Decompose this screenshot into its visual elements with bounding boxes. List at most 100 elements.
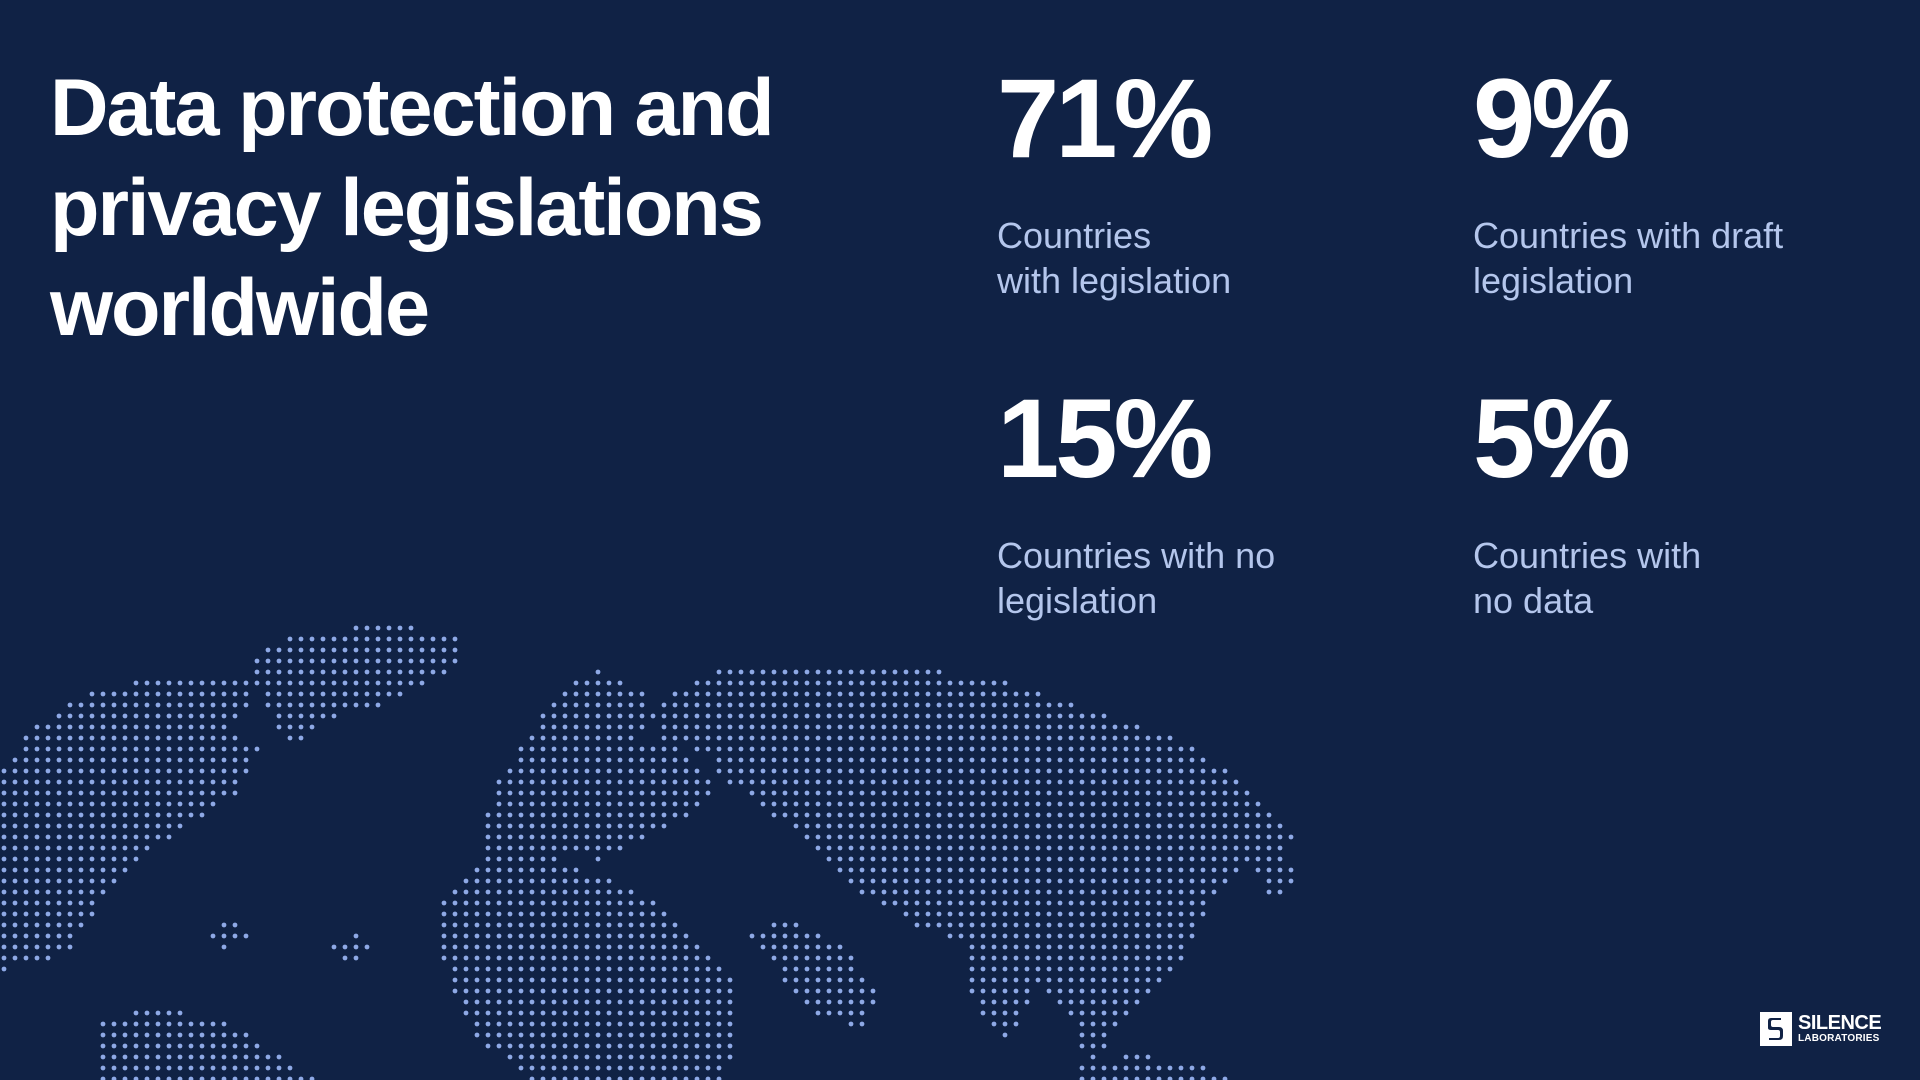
map-dot <box>914 702 920 708</box>
map-dot <box>100 845 106 851</box>
map-dot <box>903 878 909 884</box>
map-dot <box>177 757 183 763</box>
map-dot <box>859 812 865 818</box>
map-dot <box>485 823 491 829</box>
map-dot <box>1057 944 1063 950</box>
map-dot <box>804 680 810 686</box>
map-dot <box>1123 812 1129 818</box>
map-dot <box>12 911 18 917</box>
stat-no-legislation: 15% Countries with no legislation <box>997 383 1397 623</box>
map-dot <box>650 746 656 752</box>
map-dot <box>507 1010 513 1016</box>
map-dot <box>1112 1065 1118 1071</box>
map-dot <box>1090 900 1096 906</box>
map-dot <box>45 779 51 785</box>
map-dot <box>1145 779 1151 785</box>
map-dot <box>177 713 183 719</box>
map-dot <box>738 669 744 675</box>
map-dot <box>474 878 480 884</box>
map-dot <box>474 977 480 983</box>
map-dot <box>826 790 832 796</box>
map-dot <box>1057 779 1063 785</box>
map-dot <box>782 768 788 774</box>
map-dot <box>507 933 513 939</box>
map-dot <box>331 636 337 642</box>
map-dot <box>606 702 612 708</box>
map-dot <box>804 724 810 730</box>
map-dot <box>705 1032 711 1038</box>
map-dot <box>276 1054 282 1060</box>
logo-name: SILENCE <box>1798 1012 1882 1034</box>
map-dot <box>969 933 975 939</box>
map-dot <box>848 746 854 752</box>
map-dot <box>980 713 986 719</box>
map-dot <box>650 966 656 972</box>
map-dot <box>1112 768 1118 774</box>
map-dot <box>1211 889 1217 895</box>
map-dot <box>89 812 95 818</box>
map-dot <box>694 999 700 1005</box>
map-dot <box>1156 823 1162 829</box>
map-dot <box>991 724 997 730</box>
map-dot <box>1145 856 1151 862</box>
map-dot <box>947 724 953 730</box>
map-dot <box>1046 966 1052 972</box>
map-dot <box>595 966 601 972</box>
map-dot <box>705 724 711 730</box>
map-dot <box>573 702 579 708</box>
map-dot <box>661 988 667 994</box>
map-dot <box>1156 812 1162 818</box>
map-dot <box>551 812 557 818</box>
map-dot <box>606 966 612 972</box>
map-dot <box>694 944 700 950</box>
map-dot <box>210 680 216 686</box>
map-dot <box>991 933 997 939</box>
map-dot <box>716 680 722 686</box>
map-dot <box>1 779 7 785</box>
map-dot <box>683 1076 689 1080</box>
map-dot <box>177 812 183 818</box>
map-dot <box>45 757 51 763</box>
map-dot <box>1068 867 1074 873</box>
map-dot <box>507 988 513 994</box>
map-dot <box>243 702 249 708</box>
map-dot <box>969 713 975 719</box>
map-dot <box>1057 724 1063 730</box>
map-dot <box>1134 735 1140 741</box>
map-dot <box>584 845 590 851</box>
map-dot <box>562 1043 568 1049</box>
map-dot <box>969 966 975 972</box>
map-dot <box>1024 977 1030 983</box>
map-dot <box>947 834 953 840</box>
map-dot <box>562 812 568 818</box>
map-dot <box>562 999 568 1005</box>
map-dot <box>1079 878 1085 884</box>
map-dot <box>969 680 975 686</box>
map-dot <box>650 1076 656 1080</box>
map-dot <box>122 856 128 862</box>
map-dot <box>100 1076 106 1080</box>
map-dot <box>1013 977 1019 983</box>
map-dot <box>826 702 832 708</box>
map-dot <box>177 1054 183 1060</box>
map-dot <box>133 691 139 697</box>
map-dot <box>1145 889 1151 895</box>
map-dot <box>529 779 535 785</box>
map-dot <box>1189 1076 1195 1080</box>
map-dot <box>1013 966 1019 972</box>
map-dot <box>496 823 502 829</box>
map-dot <box>914 845 920 851</box>
map-dot <box>1200 834 1206 840</box>
map-dot <box>100 878 106 884</box>
map-dot <box>716 757 722 763</box>
map-dot <box>1134 801 1140 807</box>
map-dot <box>606 834 612 840</box>
map-dot <box>1156 1076 1162 1080</box>
map-dot <box>573 1054 579 1060</box>
map-dot <box>980 856 986 862</box>
map-dot <box>1079 746 1085 752</box>
map-dot <box>1046 911 1052 917</box>
map-dot <box>1046 768 1052 774</box>
map-dot <box>936 702 942 708</box>
map-dot <box>617 680 623 686</box>
